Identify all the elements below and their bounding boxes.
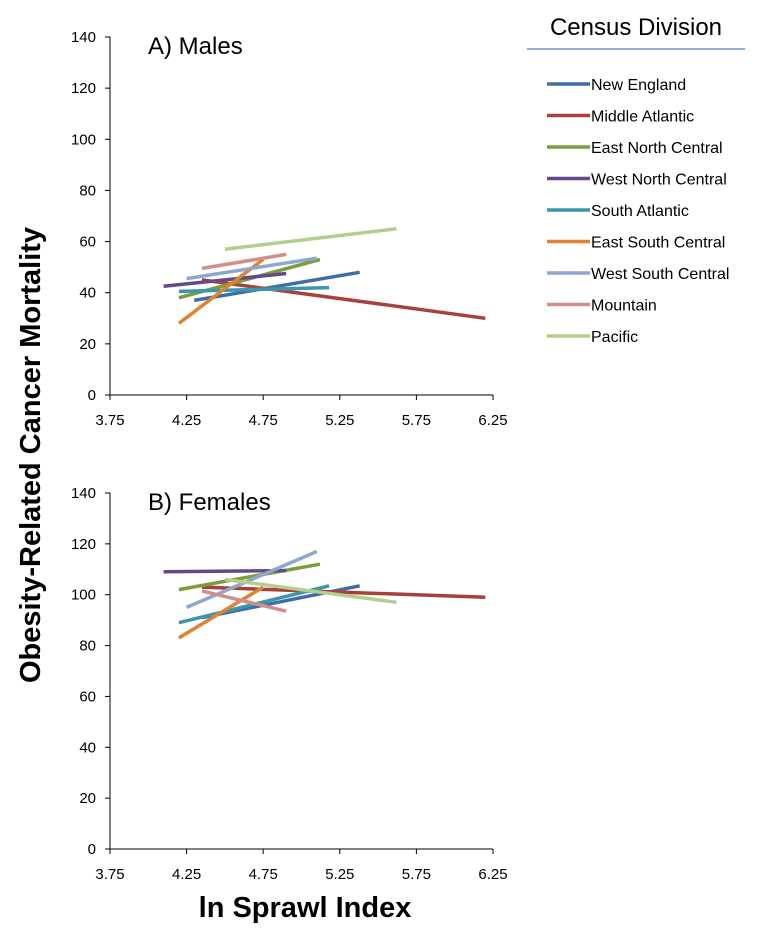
males-y-tick-label: 40 xyxy=(79,285,96,302)
males-x-tick-label: 4.75 xyxy=(249,412,278,429)
legend-label-east-north-central: East North Central xyxy=(591,140,723,157)
females-y-tick-label: 20 xyxy=(79,790,96,807)
males-series-west-north-central xyxy=(163,271,287,289)
males-series-west-south-central xyxy=(186,256,318,281)
females-y-tick-label: 140 xyxy=(71,485,96,502)
females-x-tick-label: 6.25 xyxy=(478,866,507,883)
males-x-tick-label: 5.25 xyxy=(325,412,354,429)
females-y-tick-label: 60 xyxy=(79,688,96,705)
legend-label-east-south-central: East South Central xyxy=(591,235,725,252)
males-series-mountain xyxy=(201,252,287,271)
females-x-tick-label: 5.25 xyxy=(325,866,354,883)
females-x-tick-label: 5.75 xyxy=(402,866,431,883)
males-x-tick-label: 5.75 xyxy=(402,412,431,429)
females-series-east-north-central xyxy=(178,562,321,592)
males-series-new-england xyxy=(194,270,360,303)
males-y-tick-label: 0 xyxy=(88,387,96,404)
females-x-tick-label: 4.25 xyxy=(172,866,201,883)
females-x-tick-label: 4.75 xyxy=(249,866,278,883)
males-y-tick-label: 80 xyxy=(79,182,96,199)
females-panel-title: B) Females xyxy=(148,489,271,516)
males-x-tick-label: 4.25 xyxy=(172,412,201,429)
legend-label-west-south-central: West South Central xyxy=(591,266,729,283)
females-series-west-north-central xyxy=(163,568,287,574)
legend-title: Census Division xyxy=(550,14,722,41)
legend-label-middle-atlantic: Middle Atlantic xyxy=(591,109,694,126)
males-panel-title: A) Males xyxy=(148,33,243,60)
males-y-tick-label: 20 xyxy=(79,336,96,353)
females-series-west-south-central xyxy=(185,549,318,610)
males-series-pacific xyxy=(224,227,397,251)
males-y-tick-label: 120 xyxy=(71,80,96,97)
females-series-east-south-central xyxy=(177,585,265,640)
males-y-tick-label: 140 xyxy=(71,29,96,46)
males-y-tick-label: 60 xyxy=(79,234,96,251)
legend: Census Division New England Middle Atlant… xyxy=(527,14,745,346)
females-series-mountain xyxy=(201,589,287,613)
panel-females: B) Females 0 20 40 60 80 100 120 140 3.75 4.25 4.75… xyxy=(71,485,508,883)
panel-males: A) Males 0 20 40 60 80 100 120 140 3.75 4.25 4.75 5.… xyxy=(71,29,508,429)
legend-label-mountain: Mountain xyxy=(591,298,657,315)
males-y-tick-label: 100 xyxy=(71,131,96,148)
females-y-tick-label: 80 xyxy=(79,638,96,655)
x-axis-title: ln Sprawl Index xyxy=(199,892,412,924)
legend-label-south-atlantic: South Atlantic xyxy=(591,203,689,220)
males-x-tick-label: 6.25 xyxy=(478,412,507,429)
males-series-south-atlantic xyxy=(178,285,330,294)
males-x-tick-label: 3.75 xyxy=(95,412,124,429)
females-y-tick-label: 0 xyxy=(88,841,96,858)
legend-label-west-north-central: West North Central xyxy=(591,172,727,189)
y-axis-title: Obesity-Related Cancer Mortality xyxy=(15,227,47,683)
females-x-tick-label: 3.75 xyxy=(95,866,124,883)
males-series-middle-atlantic xyxy=(201,278,486,321)
females-series-pacific xyxy=(224,577,397,605)
legend-label-pacific: Pacific xyxy=(591,329,638,346)
females-y-tick-label: 120 xyxy=(71,536,96,553)
females-y-tick-label: 40 xyxy=(79,739,96,756)
legend-label-new-england: New England xyxy=(591,77,686,94)
females-series-middle-atlantic xyxy=(201,585,486,600)
females-y-tick-label: 100 xyxy=(71,587,96,604)
